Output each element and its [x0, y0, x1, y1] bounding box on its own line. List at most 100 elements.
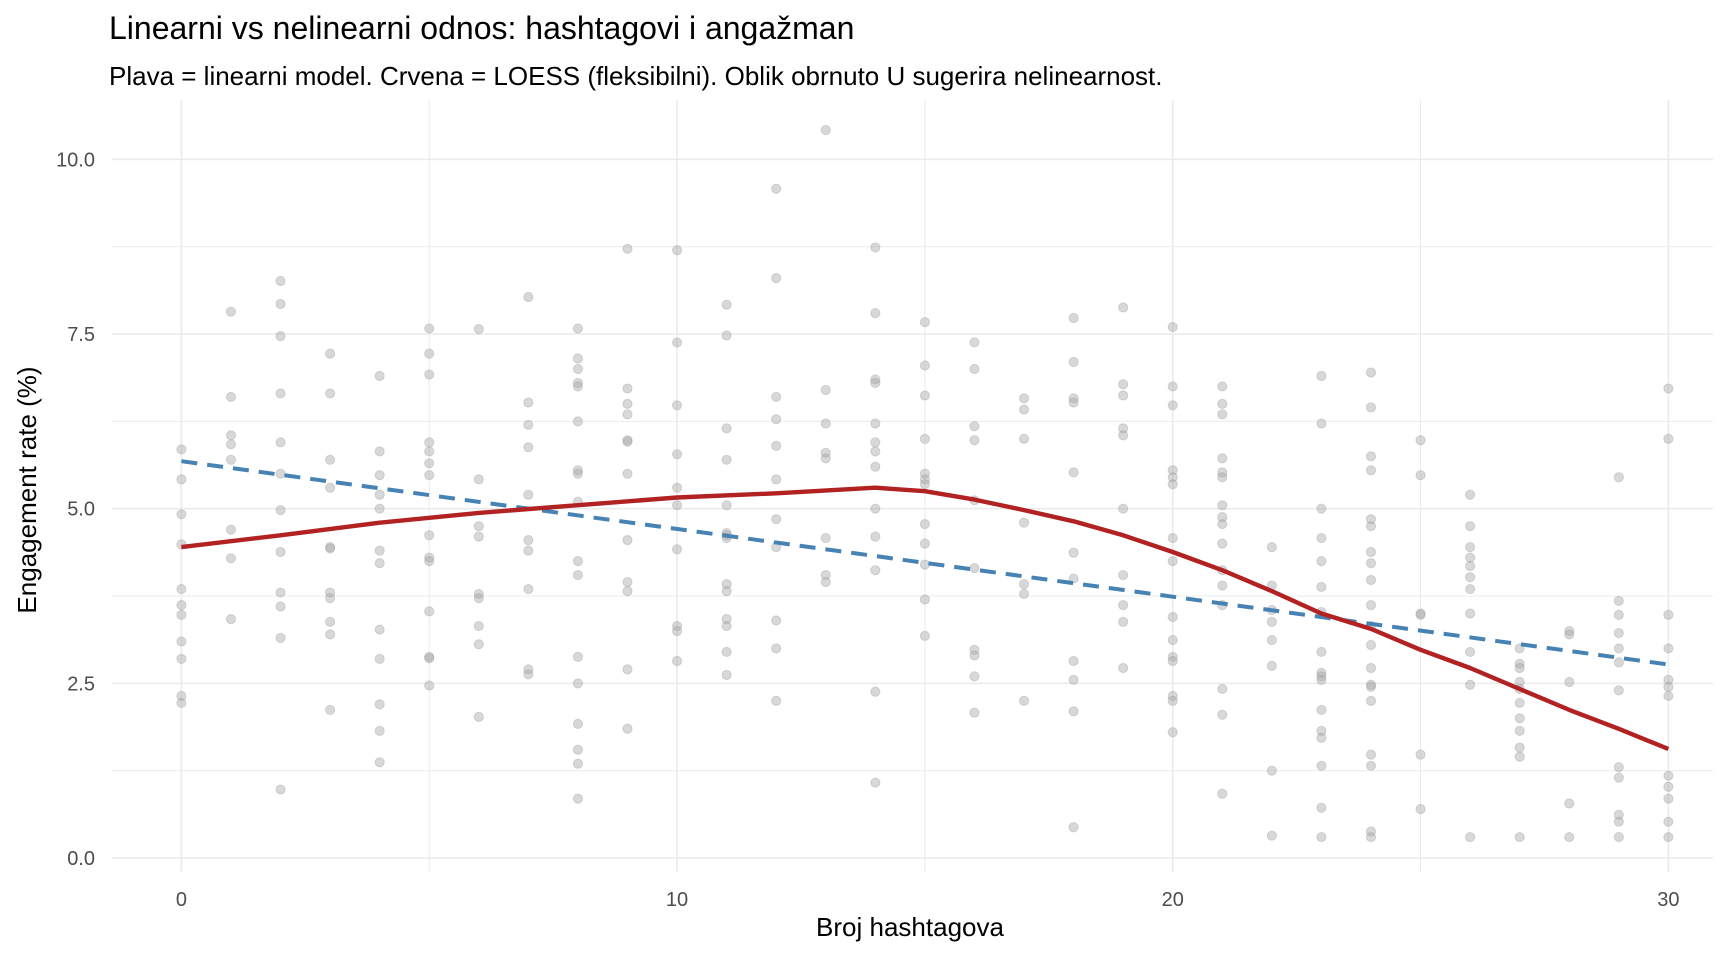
data-point: [424, 552, 435, 563]
data-point: [473, 711, 484, 723]
data-point: [1415, 435, 1426, 446]
data-point: [1663, 643, 1674, 654]
data-point: [1217, 467, 1228, 478]
data-point: [1217, 511, 1228, 523]
data-point: [225, 524, 237, 535]
data-point: [424, 606, 435, 617]
data-point: [424, 369, 435, 380]
x-axis-title: Broj hashtagova: [816, 912, 1004, 942]
data-point: [1613, 816, 1624, 827]
data-point: [1564, 831, 1575, 843]
data-point: [1266, 830, 1277, 841]
tick-labels: 0 10 20 30 0.0 2.5 5.0 7.5 10.0: [56, 149, 1679, 911]
data-point: [671, 337, 683, 348]
data-point: [1365, 826, 1377, 837]
data-point: [1316, 802, 1327, 813]
data-point: [1068, 356, 1079, 368]
data-point: [1167, 321, 1178, 333]
data-point: [473, 324, 484, 335]
data-point: [1068, 397, 1079, 408]
data-point: [721, 500, 732, 511]
data-point: [671, 500, 683, 511]
data-point: [1217, 518, 1228, 530]
data-point: [671, 482, 683, 493]
data-point: [1465, 831, 1476, 843]
data-point: [1564, 676, 1575, 688]
data-point: [771, 474, 782, 485]
data-point: [424, 348, 435, 359]
data-point: [572, 758, 584, 769]
data-point: [1465, 552, 1476, 563]
data-point: [1365, 831, 1377, 843]
data-point: [1266, 765, 1277, 776]
data-point: [1316, 556, 1327, 567]
data-point: [424, 323, 435, 334]
data-point: [1465, 608, 1476, 619]
data-point: [1217, 409, 1228, 420]
data-point: [1266, 542, 1277, 553]
data-point: [1266, 616, 1277, 627]
data-point: [176, 444, 187, 455]
chart-subtitle: Plava = linearni model. Crvena = LOESS (…: [109, 61, 1163, 91]
data-point: [622, 383, 633, 394]
data-point: [1365, 367, 1377, 378]
data-point: [721, 586, 732, 597]
data-point: [721, 299, 732, 310]
data-point: [1167, 727, 1178, 738]
data-point: [1613, 472, 1624, 483]
data-point: [324, 482, 336, 493]
data-point: [1365, 558, 1377, 569]
data-point: [374, 757, 385, 768]
data-point: [771, 643, 782, 654]
data-point: [1118, 662, 1129, 674]
data-point: [1613, 762, 1624, 773]
data-point: [1266, 660, 1277, 672]
data-point: [721, 613, 732, 625]
data-point: [275, 546, 286, 558]
data-point: [176, 697, 187, 709]
data-point: [1365, 514, 1377, 525]
data-point: [424, 446, 435, 457]
data-point: [1663, 674, 1674, 685]
data-point: [324, 587, 336, 598]
data-point: [1217, 788, 1228, 799]
data-point: [1316, 671, 1327, 682]
data-point: [374, 624, 385, 635]
data-point: [1365, 521, 1377, 532]
data-point: [374, 699, 385, 710]
linear-fit-line: [181, 459, 1669, 667]
data-point: [1018, 433, 1030, 444]
data-point: [1316, 646, 1327, 658]
data-point: [969, 671, 980, 682]
data-point: [969, 562, 980, 574]
data-point: [622, 664, 633, 675]
data-point: [1365, 451, 1377, 462]
data-point: [572, 651, 584, 662]
data-point: [870, 307, 881, 319]
data-point: [523, 669, 534, 680]
data-point: [919, 474, 930, 485]
data-point: [324, 704, 336, 716]
data-point: [1167, 472, 1178, 483]
data-point: [1316, 418, 1327, 429]
data-point: [523, 545, 534, 556]
data-point: [275, 505, 286, 516]
data-point: [1167, 400, 1178, 411]
data-point: [176, 509, 187, 520]
data-point: [225, 439, 237, 450]
data-point: [1514, 697, 1525, 709]
data-point: [176, 474, 187, 485]
y-tick-label: 5.0: [67, 499, 95, 521]
data-point: [721, 579, 732, 590]
data-point: [969, 363, 980, 375]
data-point: [919, 317, 930, 328]
data-point: [870, 686, 881, 697]
data-point: [919, 433, 930, 444]
data-point: [1068, 655, 1079, 667]
data-point: [176, 653, 187, 665]
data-point: [771, 695, 782, 706]
data-point: [1613, 831, 1624, 843]
data-point: [275, 331, 286, 342]
data-point: [1663, 690, 1674, 702]
data-point: [225, 391, 237, 403]
